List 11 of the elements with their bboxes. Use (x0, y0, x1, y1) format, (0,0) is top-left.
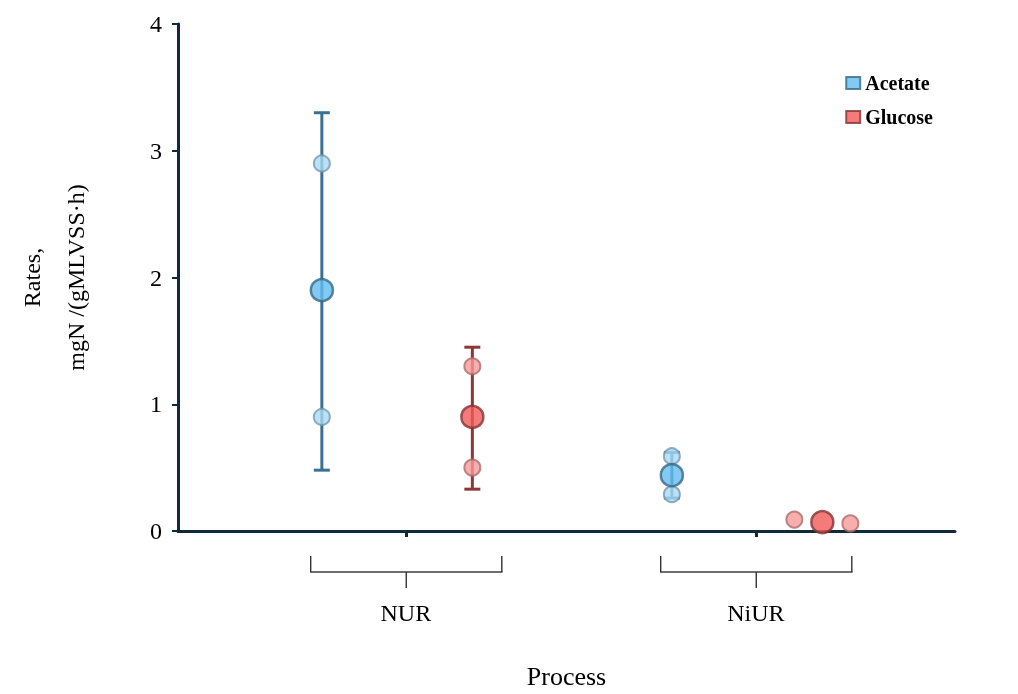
legend-label: Glucose (865, 106, 934, 128)
x-tick-label: NiUR (727, 600, 785, 626)
y-tick-label: 1 (150, 391, 162, 418)
y-tick-label: 4 (150, 11, 162, 37)
x-axis-title: Process (526, 661, 607, 691)
y-tick-label: 3 (150, 137, 162, 164)
legend-label: Acetate (865, 72, 930, 94)
x-tick-label: NUR (380, 600, 432, 626)
y-tick-label: 0 (150, 518, 162, 544)
y-axis-title: Rates, mgN /(gMLVSS·h) (19, 184, 89, 371)
y-tick-label: 2 (150, 264, 162, 291)
